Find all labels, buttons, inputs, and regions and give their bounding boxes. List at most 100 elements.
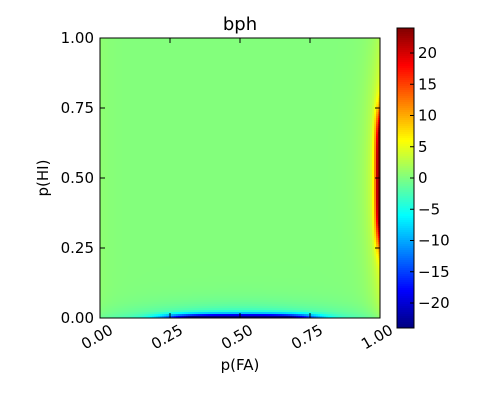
heatmap-cell: [194, 78, 197, 81]
heatmap-cell: [136, 46, 139, 49]
heatmap-cell: [118, 42, 121, 45]
heatmap-cell: [310, 58, 313, 61]
heatmap-cell: [224, 46, 227, 49]
heatmap-cell: [212, 88, 215, 91]
heatmap-cell: [222, 104, 225, 107]
heatmap-cell: [214, 104, 217, 107]
heatmap-cell: [144, 76, 147, 79]
heatmap-cell: [336, 86, 339, 89]
heatmap-cell: [306, 70, 309, 73]
heatmap-cell: [366, 48, 369, 51]
heatmap-cell: [288, 64, 291, 67]
heatmap-cell: [226, 104, 229, 107]
heatmap-cell: [166, 68, 169, 71]
heatmap-cell: [206, 62, 209, 65]
heatmap-cell: [288, 84, 291, 87]
heatmap-cell: [326, 90, 329, 93]
heatmap-cell: [136, 42, 139, 45]
heatmap-cell: [234, 50, 237, 53]
heatmap-cell: [352, 106, 355, 109]
heatmap-cell: [296, 64, 299, 67]
heatmap-cell: [308, 60, 311, 63]
heatmap-cell: [164, 86, 167, 89]
heatmap-cell: [252, 44, 255, 47]
heatmap-cell: [332, 48, 335, 51]
heatmap-cell: [118, 40, 121, 43]
heatmap-cell: [212, 104, 215, 107]
heatmap-cell: [264, 86, 267, 89]
heatmap-cell: [304, 76, 307, 79]
heatmap-cell: [346, 40, 349, 43]
heatmap-cell: [162, 60, 165, 63]
heatmap-cell: [326, 54, 329, 57]
heatmap-cell: [356, 44, 359, 47]
heatmap-cell: [306, 56, 309, 59]
heatmap-cell: [324, 42, 327, 45]
heatmap-cell: [296, 94, 299, 97]
heatmap-cell: [364, 88, 367, 91]
heatmap-cell: [162, 102, 165, 105]
heatmap-cell: [170, 78, 173, 81]
heatmap-cell: [286, 72, 289, 75]
heatmap-cell: [290, 92, 293, 95]
heatmap-cell: [184, 48, 187, 51]
heatmap-cell: [180, 104, 183, 107]
heatmap-cell: [328, 80, 331, 83]
heatmap-cell: [254, 86, 257, 89]
heatmap-cell: [172, 64, 175, 67]
heatmap-cell: [184, 68, 187, 71]
heatmap-cell: [228, 100, 231, 103]
heatmap-cell: [162, 42, 165, 45]
heatmap-cell: [152, 82, 155, 85]
heatmap-cell: [136, 100, 139, 103]
heatmap-cell: [368, 106, 371, 109]
heatmap-cell: [142, 62, 145, 65]
heatmap-cell: [148, 108, 151, 111]
heatmap-cell: [100, 68, 103, 71]
heatmap-cell: [314, 48, 317, 51]
heatmap-cell: [106, 72, 109, 75]
heatmap-cell: [202, 68, 205, 71]
heatmap-cell: [160, 64, 163, 67]
heatmap-cell: [312, 94, 315, 97]
heatmap-cell: [250, 42, 253, 45]
heatmap-cell: [236, 38, 239, 41]
heatmap-cell: [330, 98, 333, 101]
heatmap-cell: [234, 56, 237, 59]
heatmap-cell: [280, 72, 283, 75]
heatmap-cell: [178, 48, 181, 51]
heatmap-cell: [314, 76, 317, 79]
heatmap-cell: [300, 48, 303, 51]
heatmap-cell: [334, 60, 337, 63]
heatmap-cell: [260, 54, 263, 57]
heatmap-cell: [372, 42, 375, 45]
heatmap-cell: [160, 52, 163, 55]
heatmap-cell: [262, 90, 265, 93]
heatmap-cell: [134, 102, 137, 105]
heatmap-cell: [374, 50, 377, 53]
heatmap-cell: [374, 42, 377, 45]
heatmap-cell: [184, 44, 187, 47]
heatmap-cell: [160, 50, 163, 53]
heatmap-cell: [226, 90, 229, 93]
heatmap-cell: [376, 86, 379, 89]
heatmap-cell: [130, 64, 133, 67]
heatmap-cell: [180, 74, 183, 77]
heatmap-cell: [294, 86, 297, 89]
heatmap-cell: [160, 104, 163, 107]
heatmap-cell: [246, 88, 249, 91]
heatmap-cell: [342, 88, 345, 91]
heatmap-cell: [230, 50, 233, 53]
heatmap-cell: [142, 38, 145, 41]
heatmap-cell: [330, 84, 333, 87]
heatmap-cell: [100, 40, 103, 43]
heatmap-cell: [374, 90, 377, 93]
heatmap-cell: [172, 50, 175, 53]
heatmap-cell: [160, 74, 163, 77]
heatmap-cell: [324, 92, 327, 95]
heatmap-cell: [304, 72, 307, 75]
heatmap-cell: [156, 54, 159, 57]
heatmap-cell: [124, 76, 127, 79]
heatmap-cell: [328, 50, 331, 53]
heatmap-cell: [262, 52, 265, 55]
